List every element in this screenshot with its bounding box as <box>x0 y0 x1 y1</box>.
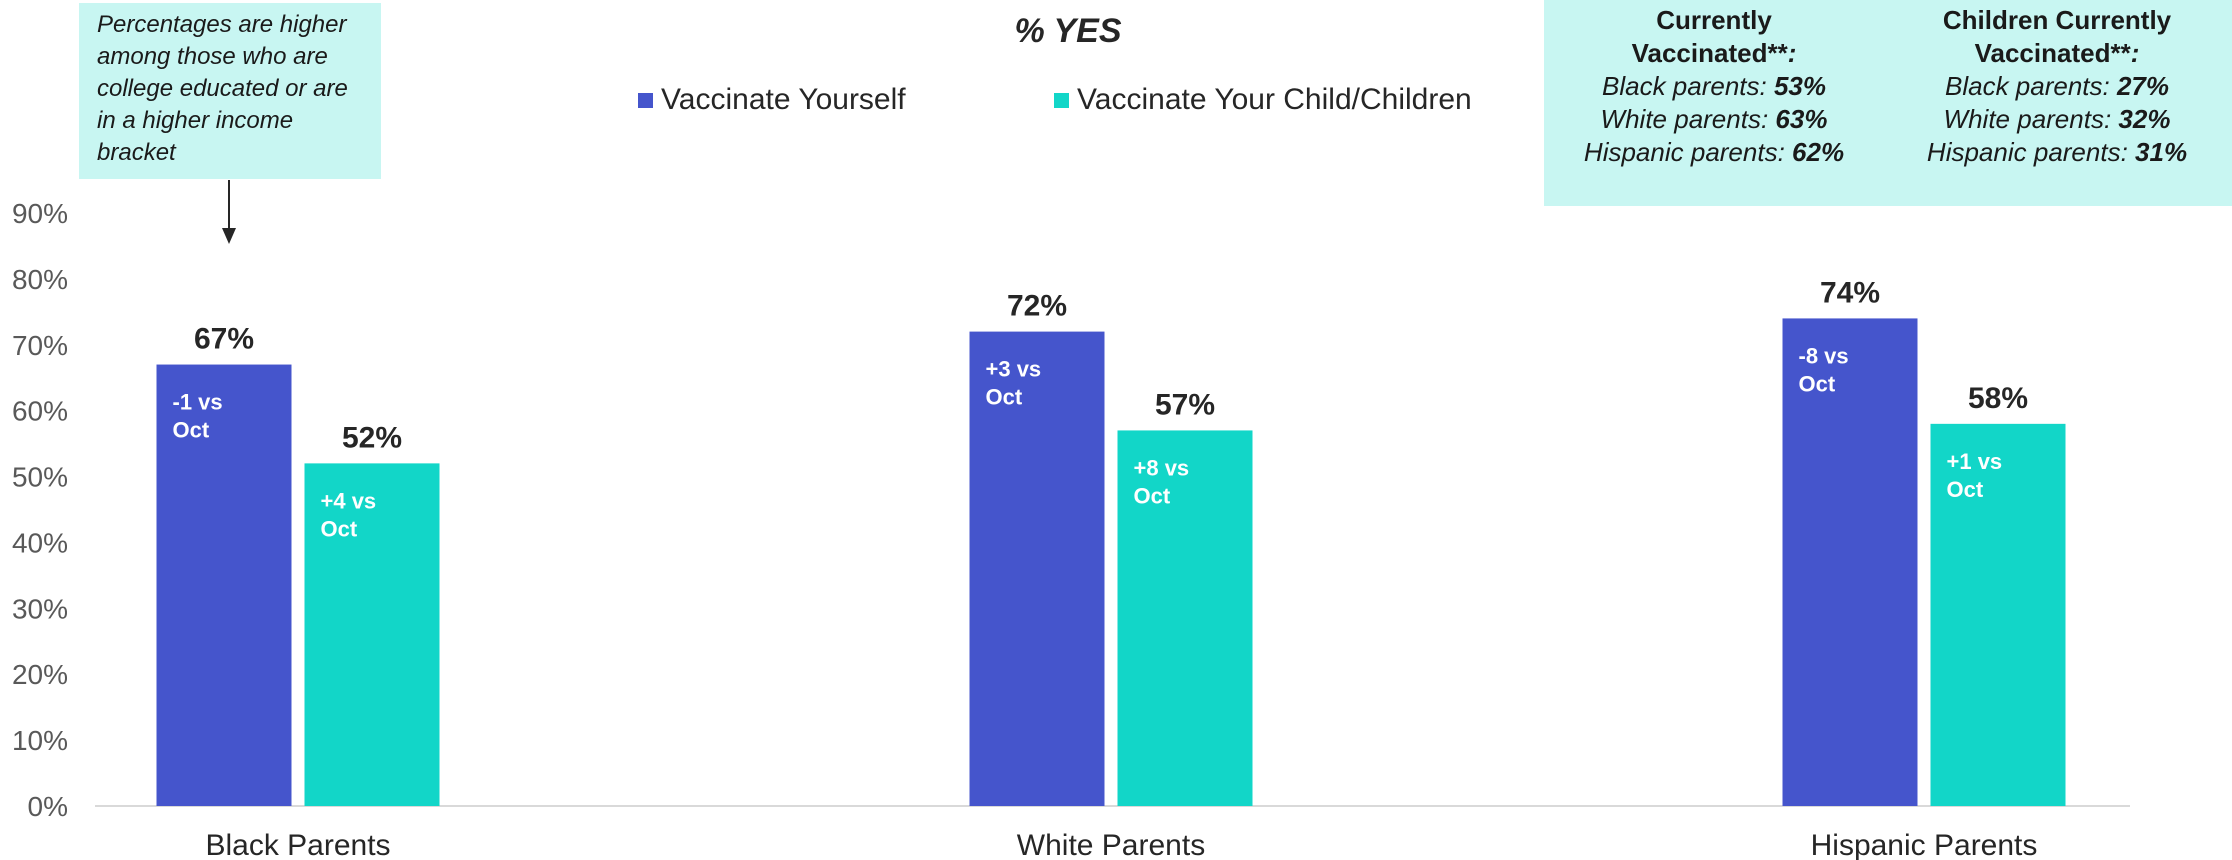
x-tick-label: White Parents <box>1017 829 1205 860</box>
bar-self-0 <box>156 364 292 806</box>
data-label: 52% <box>342 421 402 454</box>
legend-swatch-series1 <box>638 92 653 108</box>
change-label: +8 vs <box>1134 455 1190 480</box>
info-col2-header1: Children Currently <box>1942 5 2172 35</box>
info-col1-row-white: White parents: 63% <box>1600 104 1828 134</box>
info-col-children: Children Currently Vaccinated**: Black p… <box>1882 4 2232 169</box>
change-label: +4 vs <box>321 488 377 513</box>
info-col-parents: Currently Vaccinated**: Black parents: 5… <box>1544 4 1884 169</box>
y-tick-label: 60% <box>12 396 68 427</box>
y-tick-label: 30% <box>12 593 68 624</box>
change-label: -8 vs <box>1799 343 1849 368</box>
info-col2-row-hispanic: Hispanic parents: 31% <box>1926 137 2188 167</box>
x-tick-label: Black Parents <box>205 829 390 860</box>
y-tick-label: 10% <box>12 725 68 756</box>
change-label: Oct <box>173 418 210 443</box>
bar-self-2 <box>1782 318 1918 806</box>
change-label: Oct <box>1799 371 1836 396</box>
bar-self-1 <box>969 331 1105 806</box>
bar-child-1 <box>1117 430 1253 806</box>
chart-title: % YES <box>1014 12 1122 50</box>
y-tick-label: 90% <box>12 198 68 229</box>
x-tick-label: Hispanic Parents <box>1811 829 2038 860</box>
change-label: -1 vs <box>173 390 223 415</box>
y-tick-label: 80% <box>12 264 68 295</box>
annotation-arrow-head <box>222 228 236 244</box>
bar-child-2 <box>1930 423 2066 806</box>
info-col1-header2: Vaccinated**: <box>1631 38 1797 68</box>
change-label: +3 vs <box>986 357 1042 382</box>
info-col1-header1: Currently <box>1656 5 1772 35</box>
info-col1-row-black: Black parents: 53% <box>1601 71 1827 101</box>
change-label: +1 vs <box>1947 449 2003 474</box>
data-label: 58% <box>1968 382 2028 415</box>
legend-label-series1: Vaccinate Yourself <box>661 83 906 116</box>
info-col1-row-hispanic: Hispanic parents: 62% <box>1583 137 1845 167</box>
y-tick-label: 0% <box>28 791 68 822</box>
data-label: 67% <box>194 323 254 356</box>
change-label: Oct <box>321 516 358 541</box>
vaccination-info-box: Currently Vaccinated**: Black parents: 5… <box>1544 0 2232 206</box>
y-tick-label: 40% <box>12 527 68 558</box>
change-label: Oct <box>986 385 1023 410</box>
info-col2-row-white: White parents: 32% <box>1943 104 2171 134</box>
y-tick-label: 20% <box>12 659 68 690</box>
data-label: 74% <box>1820 276 1880 309</box>
change-label: Oct <box>1134 483 1171 508</box>
data-label: 57% <box>1155 388 1215 421</box>
y-tick-label: 50% <box>12 462 68 493</box>
legend-label-series2: Vaccinate Your Child/Children <box>1077 83 1472 116</box>
y-tick-label: 70% <box>12 330 68 361</box>
info-col2-header2: Vaccinated**: <box>1974 38 2140 68</box>
legend-swatch-series2 <box>1054 92 1069 108</box>
data-label: 72% <box>1007 290 1067 323</box>
bar-child-0 <box>304 463 440 806</box>
annotation-note: Percentages are higher among those who a… <box>79 3 381 179</box>
legend-item-vaccinate-yourself: Vaccinate Yourself <box>638 82 906 118</box>
legend-item-vaccinate-child: Vaccinate Your Child/Children <box>1054 82 1472 118</box>
change-label: Oct <box>1947 477 1984 502</box>
info-col2-row-black: Black parents: 27% <box>1944 71 2170 101</box>
